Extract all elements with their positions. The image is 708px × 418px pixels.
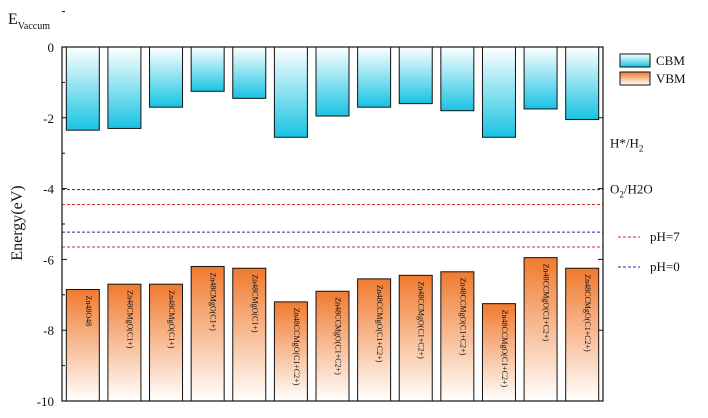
category-label: Zn48CMgO(C1+) [167,290,176,349]
vbm-bar [398,274,433,402]
y-tick-label: -6 [43,252,54,267]
y-axis-title: Energy(eV) [9,185,26,260]
vbm-bar [481,303,516,402]
category-label: Zn48CMgO(C1+) [125,290,134,349]
y-tick-label: -10 [37,394,54,409]
category-label: Zn48CCMgO(C1+C2+) [334,297,343,375]
y-tick-label: -8 [43,323,54,338]
cbm-bar [190,46,225,92]
legend-label: CBM [656,53,685,68]
cbm-bar [357,46,392,108]
ref-label-o-main: O [610,182,619,197]
vbm-bar [232,267,267,402]
cbm-bar [107,46,142,129]
vbm-bar [65,288,100,402]
y-tick-label: 0 [48,40,55,55]
cbm-bar [481,46,516,138]
vbm-bar [273,301,308,402]
category-label: Zn48CCMgO(C1+C2+) [542,264,551,342]
vbm-bar [190,265,225,402]
y-tick-label: -4 [43,182,54,197]
ref-label-o-tail: /H2O [624,182,653,197]
corner-label-main: E [8,11,18,28]
legend-label: VBM [656,71,686,86]
cbm-bar [523,46,558,110]
cbm-bar [440,46,475,112]
legend-swatch [619,53,651,68]
cbm-bar [232,46,267,99]
category-label: Zn48CCMgO(C1+C2+) [375,285,384,363]
y-tick-label: -2 [43,111,54,126]
category-label: Zn48CCMgO(C1+C2+) [583,274,592,352]
ref-label-h-main: H*/H [610,136,639,151]
ph-legend-label: pH=7 [650,229,680,244]
bars: Zn48O48 Zn48CMgO(C1+) Zn48CMgO(C1+) Zn48CMg… [65,46,600,402]
category-label: Zn48CMgO(C1+) [209,272,218,331]
category-label: Zn48CCMgO(C1+C2+) [500,310,509,388]
cbm-bar [273,46,308,138]
category-label: Zn48CCMgO(C1+C2+) [417,281,426,359]
cbm-bar [565,46,600,121]
category-label: Zn48O48 [84,295,93,326]
ref-label-h-sub: 2 [639,144,644,154]
category-label: Zn48CCMgO(C1+C2+) [292,308,301,386]
ref-label-o: O2/H2O [610,182,653,200]
category-label: Zn48CCMgO(C1+C2+) [458,278,467,356]
vbm-bar [357,278,392,402]
axes: 0 -2 -4 -6 -8 -10 [37,11,604,409]
cbm-bar [398,46,433,105]
cbm-bar [65,46,100,131]
ph-legend-label: pH=0 [650,259,680,274]
corner-label: EVaccum [8,11,50,32]
vbm-bar [107,283,142,402]
vbm-bar [523,257,558,402]
reference-lines [62,189,603,248]
ref-label-h: H*/H2 [610,136,643,154]
vbm-bar [440,271,475,402]
corner-label-sub: Vaccum [18,21,50,32]
legend-swatch [619,71,651,86]
ref-label-o-sub: 2 [619,190,624,200]
vbm-bar [315,290,350,402]
cbm-bar [315,46,350,117]
vbm-bar [565,267,600,402]
cbm-bar [149,46,184,108]
legend: CBM VBM pH=7 pH=0 [618,53,686,274]
category-label: Zn48CMgO(C1+) [250,274,259,333]
vbm-bar [149,283,184,402]
